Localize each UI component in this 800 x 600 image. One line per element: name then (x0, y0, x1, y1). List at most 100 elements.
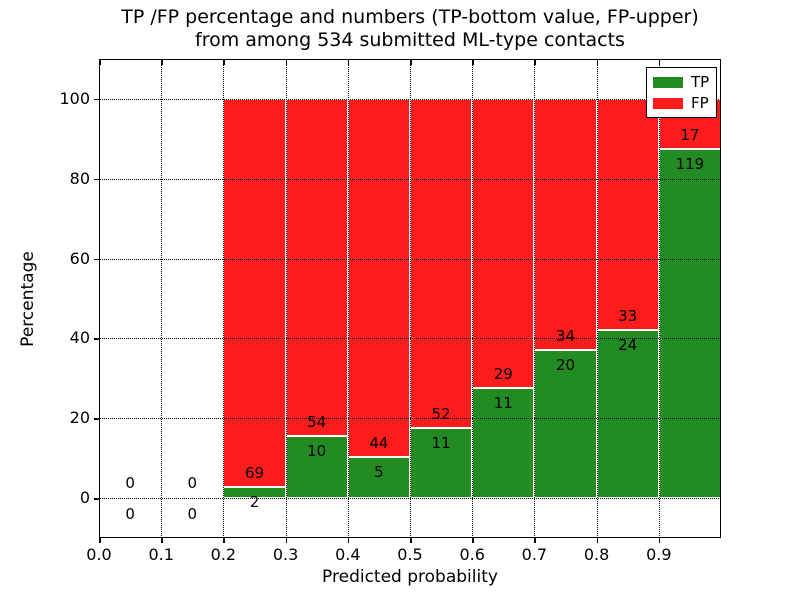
gridline-horizontal (99, 418, 721, 420)
x-tick-mark-top (658, 60, 661, 65)
bar-segment-fp (596, 98, 659, 330)
gridline-horizontal (99, 98, 721, 100)
x-tick-mark (99, 538, 101, 543)
y-axis-label: Percentage (18, 251, 38, 347)
bar-segment-fp (223, 98, 286, 487)
x-tick-mark-top (347, 60, 350, 65)
y-tick-mark (94, 98, 99, 101)
x-tick-mark (410, 538, 412, 543)
annotation-tp-count: 2 (249, 492, 260, 511)
x-tick-label: 0.2 (210, 545, 237, 564)
annotation-fp-count: 44 (369, 434, 389, 453)
x-tick-mark (285, 538, 288, 543)
annotation-fp-count: 69 (244, 463, 265, 482)
y-tick-mark (94, 258, 99, 261)
bar-segment-tp (596, 330, 659, 499)
x-tick-mark (658, 538, 661, 543)
x-tick-label: 0.8 (583, 545, 610, 564)
gridline-vertical (596, 59, 598, 538)
y-tick-label: 0 (79, 488, 90, 508)
x-tick-mark-top (223, 60, 225, 65)
x-tick-mark (596, 538, 599, 543)
gridline-vertical (534, 59, 536, 538)
bar-segment-tp (285, 435, 348, 499)
y-tick-label: 20 (69, 408, 90, 428)
annotation-tp-count: 20 (555, 356, 576, 375)
x-tick-mark-top (161, 60, 163, 65)
annotation-fp-count: 54 (307, 412, 327, 431)
y-tick-mark (94, 338, 99, 340)
x-tick-label: 0.6 (459, 545, 485, 564)
bar-segment-tp (472, 388, 535, 499)
gridline-vertical (410, 59, 411, 538)
x-tick-label: 0.7 (521, 545, 548, 564)
x-tick-mark-top (99, 60, 101, 65)
legend-item-fp: FP (653, 95, 711, 111)
annotation-tp-count: 0 (187, 505, 198, 524)
annotation-tp-count: 24 (618, 336, 638, 354)
annotation-tp-count: 10 (307, 441, 327, 460)
y-tick-mark (94, 178, 99, 181)
x-tick-label: 0.3 (272, 545, 299, 564)
gridline-vertical (472, 59, 474, 538)
bar-segment-fp (347, 98, 410, 458)
annotation-tp-count: 11 (431, 434, 451, 453)
x-tick-label: 0.0 (86, 545, 112, 564)
annotation-tp-count: 5 (374, 463, 384, 482)
y-tick-label: 80 (69, 168, 90, 188)
x-tick-mark-top (285, 60, 288, 65)
y-tick-label: 40 (69, 328, 90, 348)
annotation-fp-count: 0 (125, 474, 135, 493)
annotation-fp-count: 33 (618, 307, 638, 325)
chart-title-block: TP /FP percentage and numbers (TP-bottom… (99, 6, 721, 52)
gridline-vertical (285, 59, 287, 538)
x-tick-label: 0.1 (148, 545, 174, 564)
bar-segment-tp (347, 457, 410, 499)
annotation-fp-count: 29 (493, 365, 513, 384)
bar-segment-fp (285, 98, 348, 436)
chart-subtitle: from among 534 submitted ML-type contact… (195, 29, 625, 51)
annotation-fp-count: 17 (680, 125, 700, 144)
gridline-vertical (161, 59, 163, 538)
bar-segment-fp (410, 98, 473, 429)
y-tick-mark (94, 418, 99, 420)
fp-swatch-icon (653, 97, 683, 109)
x-tick-mark-top (410, 60, 412, 65)
legend-item-tp: TP (653, 74, 711, 90)
x-tick-mark (223, 538, 225, 543)
gridline-horizontal (99, 338, 721, 340)
annotation-tp-count: 11 (493, 394, 513, 413)
x-tick-mark (534, 538, 536, 543)
gridline-horizontal (99, 258, 721, 260)
y-tick-label: 60 (69, 248, 90, 268)
tp-swatch-icon (653, 76, 683, 88)
bar-segment-tp (658, 148, 721, 499)
annotation-fp-count: 34 (555, 327, 576, 346)
x-tick-mark-top (472, 60, 474, 65)
x-tick-mark-top (596, 60, 599, 65)
legend-label-tp: TP (691, 73, 710, 91)
x-tick-mark (347, 538, 350, 543)
y-tick-label: 100 (59, 88, 90, 108)
gridline-horizontal (99, 178, 721, 180)
x-tick-label: 0.9 (646, 545, 672, 564)
chart-title: TP /FP percentage and numbers (TP-bottom… (121, 6, 699, 28)
bar-segment-fp (534, 98, 597, 351)
gridline-vertical (658, 59, 660, 538)
y-tick-mark (94, 498, 99, 500)
annotation-tp-count: 119 (675, 154, 705, 173)
legend-label-fp: FP (691, 94, 709, 112)
gridline-horizontal (99, 498, 721, 500)
gridline-vertical (347, 59, 349, 538)
x-tick-mark (472, 538, 474, 543)
x-tick-label: 0.5 (397, 545, 423, 564)
annotation-fp-count: 0 (187, 474, 198, 493)
x-tick-mark-top (534, 60, 536, 65)
bar-segment-tp (410, 428, 473, 499)
x-tick-label: 0.4 (335, 545, 361, 564)
legend: TP FP (646, 67, 717, 118)
bar-segment-fp (472, 98, 535, 389)
x-tick-mark (161, 538, 163, 543)
annotation-tp-count: 0 (125, 505, 135, 524)
